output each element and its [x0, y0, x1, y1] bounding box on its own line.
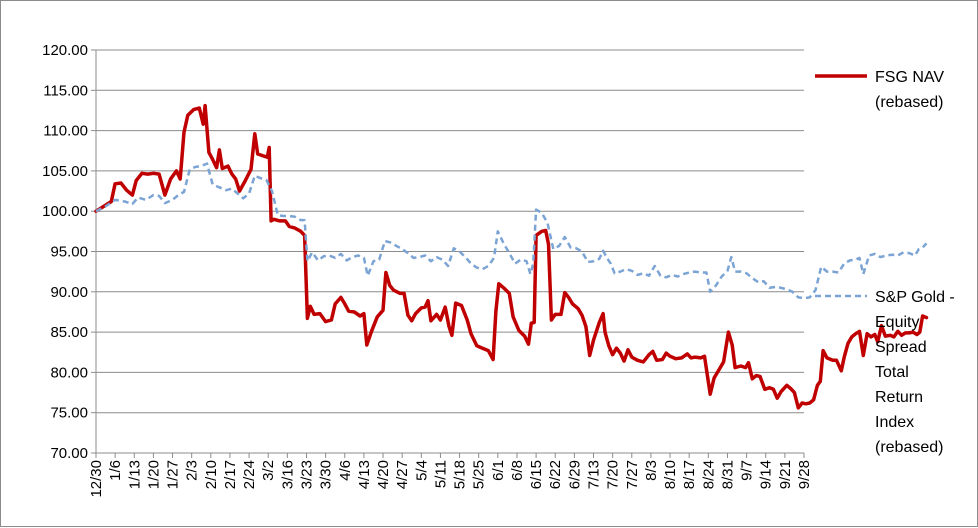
x-tick-label: 8/3: [643, 460, 660, 481]
legend-label: (rebased): [875, 439, 943, 456]
x-tick-label: 9/21: [777, 460, 794, 489]
y-tick-label: 90.00: [50, 284, 88, 301]
x-tick-label: 1/13: [126, 460, 143, 489]
y-tick-label: 120.00: [42, 42, 88, 59]
x-tick-label: 8/10: [662, 460, 679, 489]
legend-label: Equity: [875, 314, 919, 331]
x-tick-label: 2/17: [222, 460, 239, 489]
x-tick-label: 5/25: [471, 460, 488, 489]
x-tick-label: 4/20: [375, 460, 392, 489]
x-tick-label: 5/18: [452, 460, 469, 489]
x-tick-label: 2/3: [184, 460, 201, 481]
y-tick-label: 85.00: [50, 324, 88, 341]
x-tick-label: 7/20: [605, 460, 622, 489]
x-tick-label: 9/28: [796, 460, 813, 489]
series-line-1: [95, 162, 928, 300]
y-tick-label: 80.00: [50, 364, 88, 381]
x-tick-label: 1/20: [145, 460, 162, 489]
legend-label: Total: [875, 364, 909, 381]
legend-label: Index: [875, 414, 914, 431]
y-tick-label: 75.00: [50, 405, 88, 422]
x-tick-label: 8/24: [700, 460, 717, 489]
x-tick-label: 6/8: [509, 460, 526, 481]
x-tick-label: 5/11: [432, 460, 449, 488]
y-tick-label: 70.00: [50, 445, 88, 462]
x-tick-label: 3/23: [298, 460, 315, 489]
x-tick-label: 6/1: [490, 460, 507, 481]
series-line-0: [94, 103, 929, 410]
y-tick-label: 95.00: [50, 244, 88, 261]
x-tick-label: 9/7: [739, 460, 756, 481]
legend-label: S&P Gold -: [875, 289, 955, 306]
x-tick-label: 9/14: [758, 460, 775, 489]
x-tick-label: 1/27: [165, 460, 182, 489]
x-tick-label: 4/6: [337, 460, 354, 481]
x-tick-label: 4/27: [394, 460, 411, 489]
y-tick-label: 105.00: [42, 163, 88, 180]
x-tick-label: 2/24: [241, 460, 258, 489]
gridlines: [96, 49, 804, 454]
x-tick-label: 4/13: [356, 460, 373, 489]
x-tick-label: 1/6: [107, 460, 124, 481]
y-tick-label: 115.00: [43, 82, 88, 99]
x-tick-label: 6/15: [528, 460, 545, 489]
x-tick-label: 7/13: [586, 460, 603, 489]
legend: FSG NAV (rebased) S&P Gold - Equity Spread To…: [815, 69, 955, 456]
x-tick-label: 2/10: [203, 460, 220, 489]
x-tick-label: 8/17: [681, 460, 698, 489]
series-lines: [94, 103, 929, 410]
y-axis: 70.00 75.00 80.00 85.00 90.00 95.00 100.00 105.…: [42, 42, 97, 462]
x-tick-label: 12/30: [88, 460, 105, 498]
y-tick-label: 110.00: [43, 123, 88, 140]
x-tick-label: 8/31: [719, 460, 736, 489]
x-tick-label: 3/2: [260, 460, 277, 481]
x-tick-label: 6/22: [547, 460, 564, 489]
y-tick-label: 100.00: [42, 203, 88, 220]
x-axis: 12/30 1/6 1/13 1/20 1/27 2/3 2/10 2/17 2/24 3/2 3/…: [88, 452, 813, 498]
legend-label: Spread: [875, 339, 927, 356]
x-tick-label: 3/16: [279, 460, 296, 489]
legend-label: FSG NAV: [875, 69, 944, 86]
x-tick-label: 7/27: [624, 460, 641, 489]
legend-label: (rebased): [875, 94, 943, 111]
legend-label: Return: [875, 389, 923, 406]
x-tick-label: 6/29: [566, 460, 583, 489]
x-tick-label: 5/4: [413, 460, 430, 481]
x-tick-label: 3/30: [318, 460, 335, 489]
